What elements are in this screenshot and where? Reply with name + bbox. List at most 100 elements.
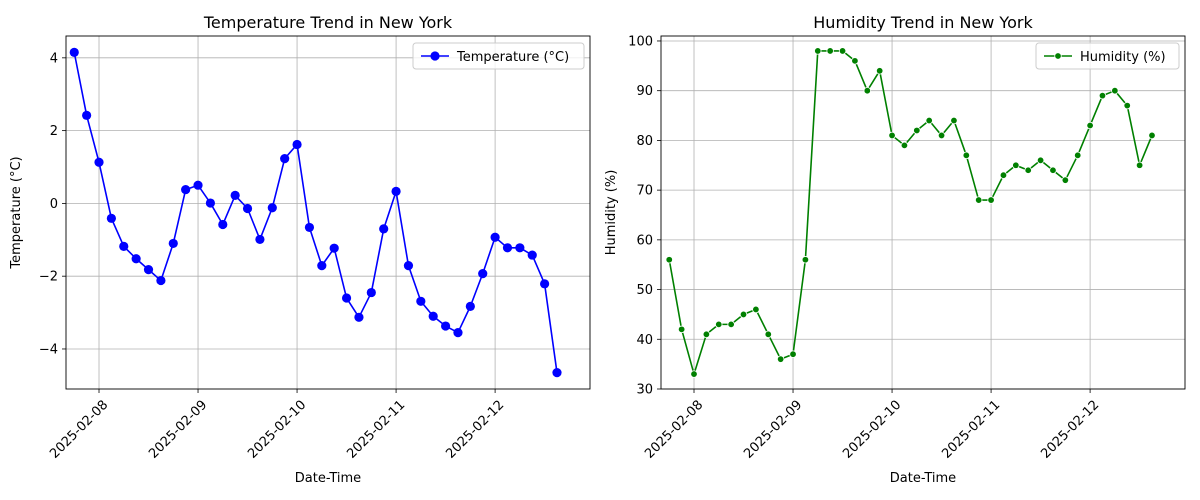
humidity-data-point xyxy=(1061,176,1070,184)
humidity-data-point xyxy=(690,370,698,378)
temperature-data-point xyxy=(416,296,426,306)
temperature-data-point xyxy=(490,232,500,242)
humidity-y-tick-label: 30 xyxy=(636,383,653,398)
temperature-data-point xyxy=(465,301,475,311)
humidity-data-point xyxy=(764,330,772,339)
humidity-data-point xyxy=(789,350,797,358)
humidity-data-point xyxy=(1086,121,1094,130)
temperature-data-point xyxy=(143,265,154,275)
humidity-data-point xyxy=(1036,156,1045,164)
humidity-data-point xyxy=(1024,166,1032,174)
temperature-data-point xyxy=(218,219,228,230)
humidity-chart-title: Humidity Trend in New York xyxy=(813,13,1033,32)
humidity-y-tick-label: 70 xyxy=(636,184,653,199)
temperature-data-point xyxy=(540,279,550,289)
humidity-legend-label: Humidity (%) xyxy=(1080,50,1166,65)
humidity-data-point xyxy=(962,151,971,160)
humidity-series-line xyxy=(668,50,1153,375)
humidity-data-point xyxy=(888,131,896,140)
humidity-data-point xyxy=(950,116,958,125)
temperature-data-point xyxy=(527,250,537,260)
temperature-legend-marker xyxy=(430,51,440,61)
temperature-plot-frame xyxy=(65,35,591,390)
humidity-data-point xyxy=(826,47,834,55)
temperature-x-axis-label: Date-Time xyxy=(295,471,361,486)
humidity-data-point xyxy=(1148,131,1156,140)
temperature-y-tick-label: 2 xyxy=(50,124,58,139)
temperature-y-tick-label: −2 xyxy=(39,270,58,285)
temperature-data-point xyxy=(267,203,277,213)
humidity-data-point xyxy=(900,141,909,150)
temperature-data-point xyxy=(131,254,141,264)
humidity-plot-frame xyxy=(660,35,1186,390)
humidity-data-point xyxy=(987,196,995,204)
humidity-data-point xyxy=(838,47,847,55)
humidity-data-point xyxy=(727,320,735,329)
humidity-data-point xyxy=(913,126,921,135)
temperature-chart-title: Temperature Trend in New York xyxy=(203,13,453,32)
temperature-data-point xyxy=(428,311,438,321)
humidity-data-point xyxy=(1123,101,1131,110)
humidity-data-point xyxy=(665,256,673,264)
humidity-y-axis-label: Humidity (%) xyxy=(604,170,619,256)
temperature-y-axis-label: Temperature (°C) xyxy=(9,156,24,269)
temperature-data-point xyxy=(193,180,203,190)
temperature-data-point xyxy=(205,198,216,208)
temperature-data-point xyxy=(329,243,339,253)
temperature-data-point xyxy=(69,47,79,57)
humidity-data-point xyxy=(677,325,686,334)
temperature-data-point xyxy=(341,293,352,303)
temperature-data-point xyxy=(403,261,414,271)
temperature-data-point xyxy=(478,269,488,279)
humidity-y-tick-label: 40 xyxy=(636,333,653,348)
humidity-data-point xyxy=(1111,86,1119,95)
temperature-legend-label: Temperature (°C) xyxy=(456,50,569,65)
temperature-data-point xyxy=(106,213,116,223)
humidity-data-point xyxy=(1135,161,1144,169)
temperature-data-point xyxy=(242,203,253,214)
humidity-data-point xyxy=(814,47,822,55)
humidity-x-axis-label: Date-Time xyxy=(890,471,956,486)
temperature-data-point xyxy=(502,243,513,253)
temperature-series-line xyxy=(73,52,558,373)
humidity-legend-marker xyxy=(1054,52,1062,60)
temperature-data-point xyxy=(168,238,178,249)
humidity-data-point xyxy=(702,330,711,339)
humidity-data-point xyxy=(1049,166,1057,174)
humidity-data-point xyxy=(875,67,884,75)
humidity-data-point xyxy=(752,305,760,314)
humidity-y-tick-label: 90 xyxy=(636,84,653,99)
temperature-data-point xyxy=(292,139,302,150)
humidity-data-point xyxy=(1098,91,1107,100)
temperature-data-point xyxy=(280,154,290,164)
humidity-data-point xyxy=(999,171,1008,179)
humidity-data-point xyxy=(739,310,748,319)
humidity-y-tick-label: 80 xyxy=(636,134,653,149)
humidity-data-point xyxy=(801,256,810,264)
temperature-data-point xyxy=(304,222,315,233)
temperature-data-point xyxy=(379,224,389,234)
temperature-data-point xyxy=(156,275,166,286)
humidity-data-point xyxy=(715,320,723,329)
humidity-data-point xyxy=(1074,151,1082,160)
humidity-data-point xyxy=(851,57,859,65)
temperature-data-point xyxy=(317,261,327,271)
temperature-data-point xyxy=(552,368,562,378)
humidity-data-point xyxy=(863,86,871,95)
temperature-data-point xyxy=(366,287,376,298)
temperature-data-point xyxy=(391,186,401,196)
humidity-data-point xyxy=(776,355,785,363)
humidity-y-tick-label: 60 xyxy=(636,233,653,248)
temperature-data-point xyxy=(181,184,191,195)
temperature-data-point xyxy=(515,243,525,253)
temperature-y-tick-label: 4 xyxy=(50,51,58,66)
humidity-y-tick-label: 100 xyxy=(628,34,653,49)
temperature-data-point xyxy=(255,234,265,245)
humidity-data-point xyxy=(1012,161,1020,169)
temperature-data-point xyxy=(453,327,463,338)
temperature-y-tick-label: 0 xyxy=(50,197,58,212)
temperature-data-point xyxy=(82,110,92,120)
temperature-legend-box xyxy=(412,42,585,70)
